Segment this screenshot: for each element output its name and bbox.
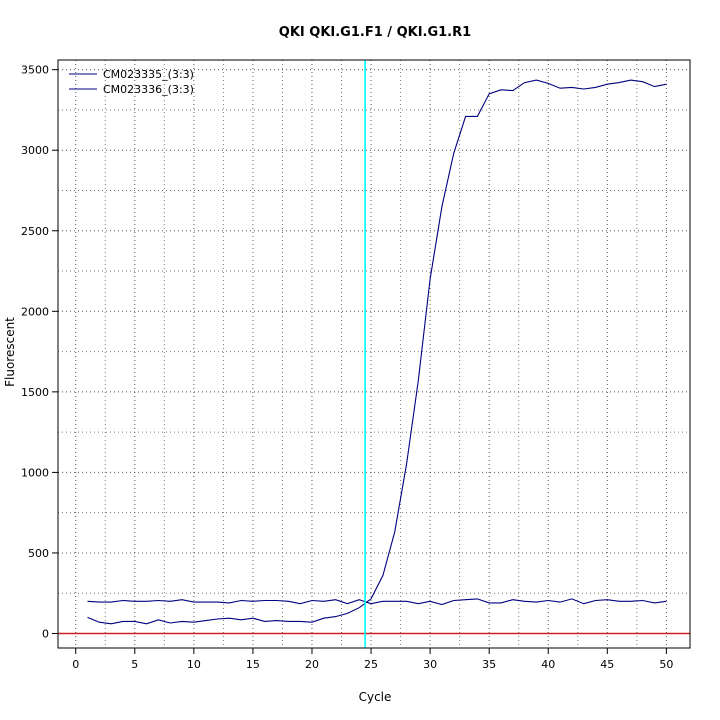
x-tick-label: 20	[305, 658, 319, 671]
x-tick-label: 50	[659, 658, 673, 671]
x-tick-label: 15	[246, 658, 260, 671]
y-tick-label: 2500	[21, 225, 49, 238]
x-tick-label: 10	[187, 658, 201, 671]
legend-entry-label: CM023335_(3:3)	[103, 68, 194, 81]
x-tick-label: 0	[72, 658, 79, 671]
y-axis-label: Fluorescent	[3, 317, 17, 387]
y-tick-label: 1500	[21, 386, 49, 399]
reference-lines	[58, 60, 690, 648]
y-axis: 0 500 1000 1500 2000 2500 3000 3500	[21, 64, 58, 641]
x-tick-label: 40	[541, 658, 555, 671]
x-tick-label: 25	[364, 658, 378, 671]
grid-lines	[58, 60, 690, 648]
y-tick-label: 0	[42, 628, 49, 641]
series-line-1	[87, 79, 667, 625]
y-tick-label: 500	[28, 547, 49, 560]
x-tick-label: 35	[482, 658, 496, 671]
x-tick-label: 45	[600, 658, 614, 671]
y-tick-label: 3500	[21, 64, 49, 77]
legend-entry-label: CM023336_(3:3)	[103, 83, 194, 96]
x-axis: 0 5 10 15 20 25 30 35 40 45 50	[72, 648, 673, 671]
y-tick-label: 3000	[21, 144, 49, 157]
plot-frame	[57, 59, 691, 649]
x-tick-label: 5	[131, 658, 138, 671]
y-tick-label: 1000	[21, 466, 49, 479]
x-tick-label: 30	[423, 658, 437, 671]
legend: CM023335_(3:3) CM023336_(3:3)	[69, 68, 194, 96]
series-lines	[87, 79, 667, 625]
x-axis-label: Cycle	[359, 690, 392, 704]
y-tick-label: 2000	[21, 305, 49, 318]
chart-title: QKI QKI.G1.F1 / QKI.G1.R1	[279, 25, 471, 40]
series-line-2	[87, 598, 667, 606]
